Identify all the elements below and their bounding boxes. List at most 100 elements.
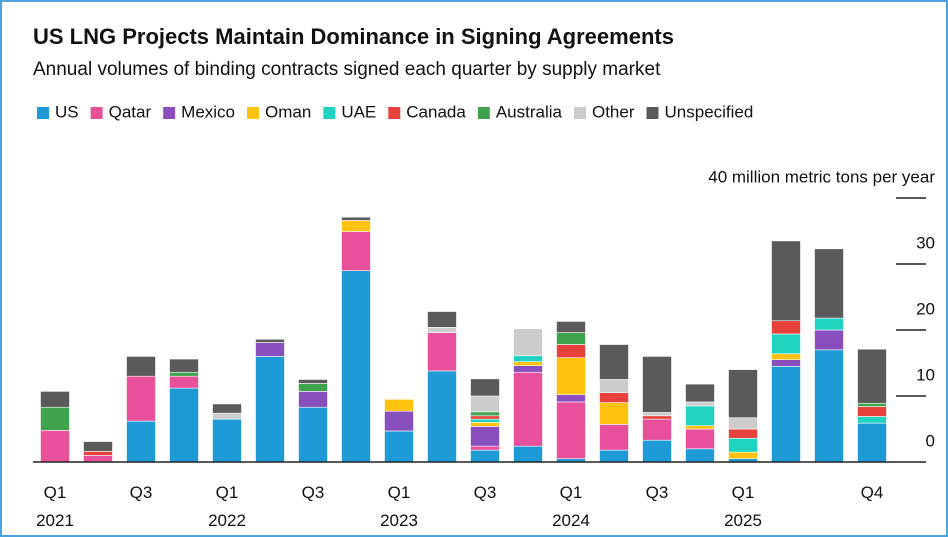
legend-swatch [646, 107, 659, 119]
x-tick-label: Q3 [302, 483, 325, 502]
bar-segment [427, 311, 457, 328]
x-tick-label-line: Q4 [861, 483, 884, 502]
bar-segment [513, 361, 543, 366]
bar-segment [427, 327, 457, 333]
bar-segment [384, 410, 414, 432]
y-tick-label: 0 [926, 431, 935, 450]
bar-segment [255, 356, 285, 463]
x-tick-label-line: 2022 [208, 511, 246, 530]
bar-segment [83, 441, 113, 452]
bar-segment [470, 378, 500, 397]
x-tick-label: Q1 2021 [36, 483, 74, 530]
bar-segment [599, 424, 629, 451]
bar-segment [685, 401, 715, 407]
bar-segment [857, 416, 887, 424]
legend-swatch [90, 107, 103, 119]
bar-segment [470, 426, 500, 447]
legend-label: Canada [406, 102, 466, 121]
bar-segment [40, 391, 70, 408]
bar-segment [298, 406, 328, 463]
x-tick-label-line: Q3 [130, 483, 153, 502]
bar-segment [642, 356, 672, 413]
legend-swatch [573, 107, 586, 119]
legend-label: UAE [341, 102, 376, 121]
bar-segment [771, 320, 801, 335]
bar-segment [556, 332, 586, 345]
bar-segment [556, 401, 586, 460]
x-tick-label: Q3 [130, 483, 153, 502]
x-tick-label-line: 2023 [380, 511, 418, 530]
x-tick-label: Q1 2022 [208, 483, 246, 530]
x-tick-label-line: Q1 [732, 483, 755, 502]
bar-segment [556, 394, 586, 403]
x-tick-label: Q4 [861, 483, 884, 502]
y-tick-label: 20 [916, 299, 935, 318]
bar-segment [599, 449, 629, 463]
bar-segment [470, 422, 500, 427]
bar-segment [685, 383, 715, 403]
bar-segment [83, 451, 113, 456]
bar-segment [255, 338, 285, 343]
legend-swatch [247, 107, 260, 119]
bar-segment [814, 329, 844, 351]
x-tick-label-line: 2024 [552, 511, 590, 530]
bar-segment [427, 370, 457, 463]
bar-segment [212, 403, 242, 414]
bar-segment [685, 448, 715, 463]
x-tick-label-line: Q3 [474, 483, 497, 502]
bar-segment [685, 428, 715, 450]
legend-swatch [163, 107, 176, 119]
bar-segment [341, 216, 371, 221]
legend-swatch [323, 107, 336, 119]
y-tick-label: 30 [916, 233, 935, 252]
legend-swatch [37, 107, 49, 119]
bar-segment [470, 415, 500, 420]
bar-segment [513, 445, 543, 463]
bar-segment [771, 353, 801, 361]
bar-segment [126, 375, 156, 422]
bar-segment [169, 371, 199, 377]
legend-swatch [388, 107, 401, 119]
bar-segment [341, 231, 371, 271]
bar-segment [599, 379, 629, 393]
bar-segment [341, 220, 371, 232]
x-tick-label: Q3 [646, 483, 669, 502]
bar-segment [814, 248, 844, 319]
bar-segment [642, 418, 672, 441]
bar-segment [685, 405, 715, 426]
bar-segment [470, 418, 500, 423]
bar-segment [642, 439, 672, 463]
bar-segment [556, 344, 586, 359]
bar-segment [169, 375, 199, 389]
bar-segment [728, 369, 758, 419]
bar-segment [470, 395, 500, 413]
chart-subtitle: Annual volumes of binding contracts sign… [33, 59, 661, 80]
x-tick-label: Q1 2023 [380, 483, 418, 530]
bar-segment [298, 383, 328, 392]
x-tick-label-line: 2021 [36, 511, 74, 530]
bar-segment [642, 412, 672, 417]
legend-label: Unspecified [665, 102, 754, 121]
bar-segment [40, 430, 70, 463]
legend-label: Oman [265, 102, 311, 121]
bar-segment [298, 391, 328, 408]
y-tick-label: 10 [916, 365, 935, 384]
legend-label: Qatar [109, 102, 152, 121]
bar-segment [212, 418, 242, 463]
bar-segment [728, 451, 758, 460]
y-tick-label: 40 million metric tons per year [708, 167, 935, 186]
bar-segment [599, 392, 629, 403]
bar-segment [857, 406, 887, 417]
bar-segment [513, 365, 543, 373]
x-tick-label-line: Q3 [302, 483, 325, 502]
bar-segment [470, 411, 500, 417]
bar-segment [642, 415, 672, 420]
bar-segment [814, 349, 844, 463]
bar-segment [255, 342, 285, 357]
x-tick-label-line: Q1 [388, 483, 411, 502]
bar-segment [728, 437, 758, 453]
bar-segment [513, 355, 543, 362]
legend-label: Mexico [181, 102, 235, 121]
x-tick-label: Q3 [474, 483, 497, 502]
